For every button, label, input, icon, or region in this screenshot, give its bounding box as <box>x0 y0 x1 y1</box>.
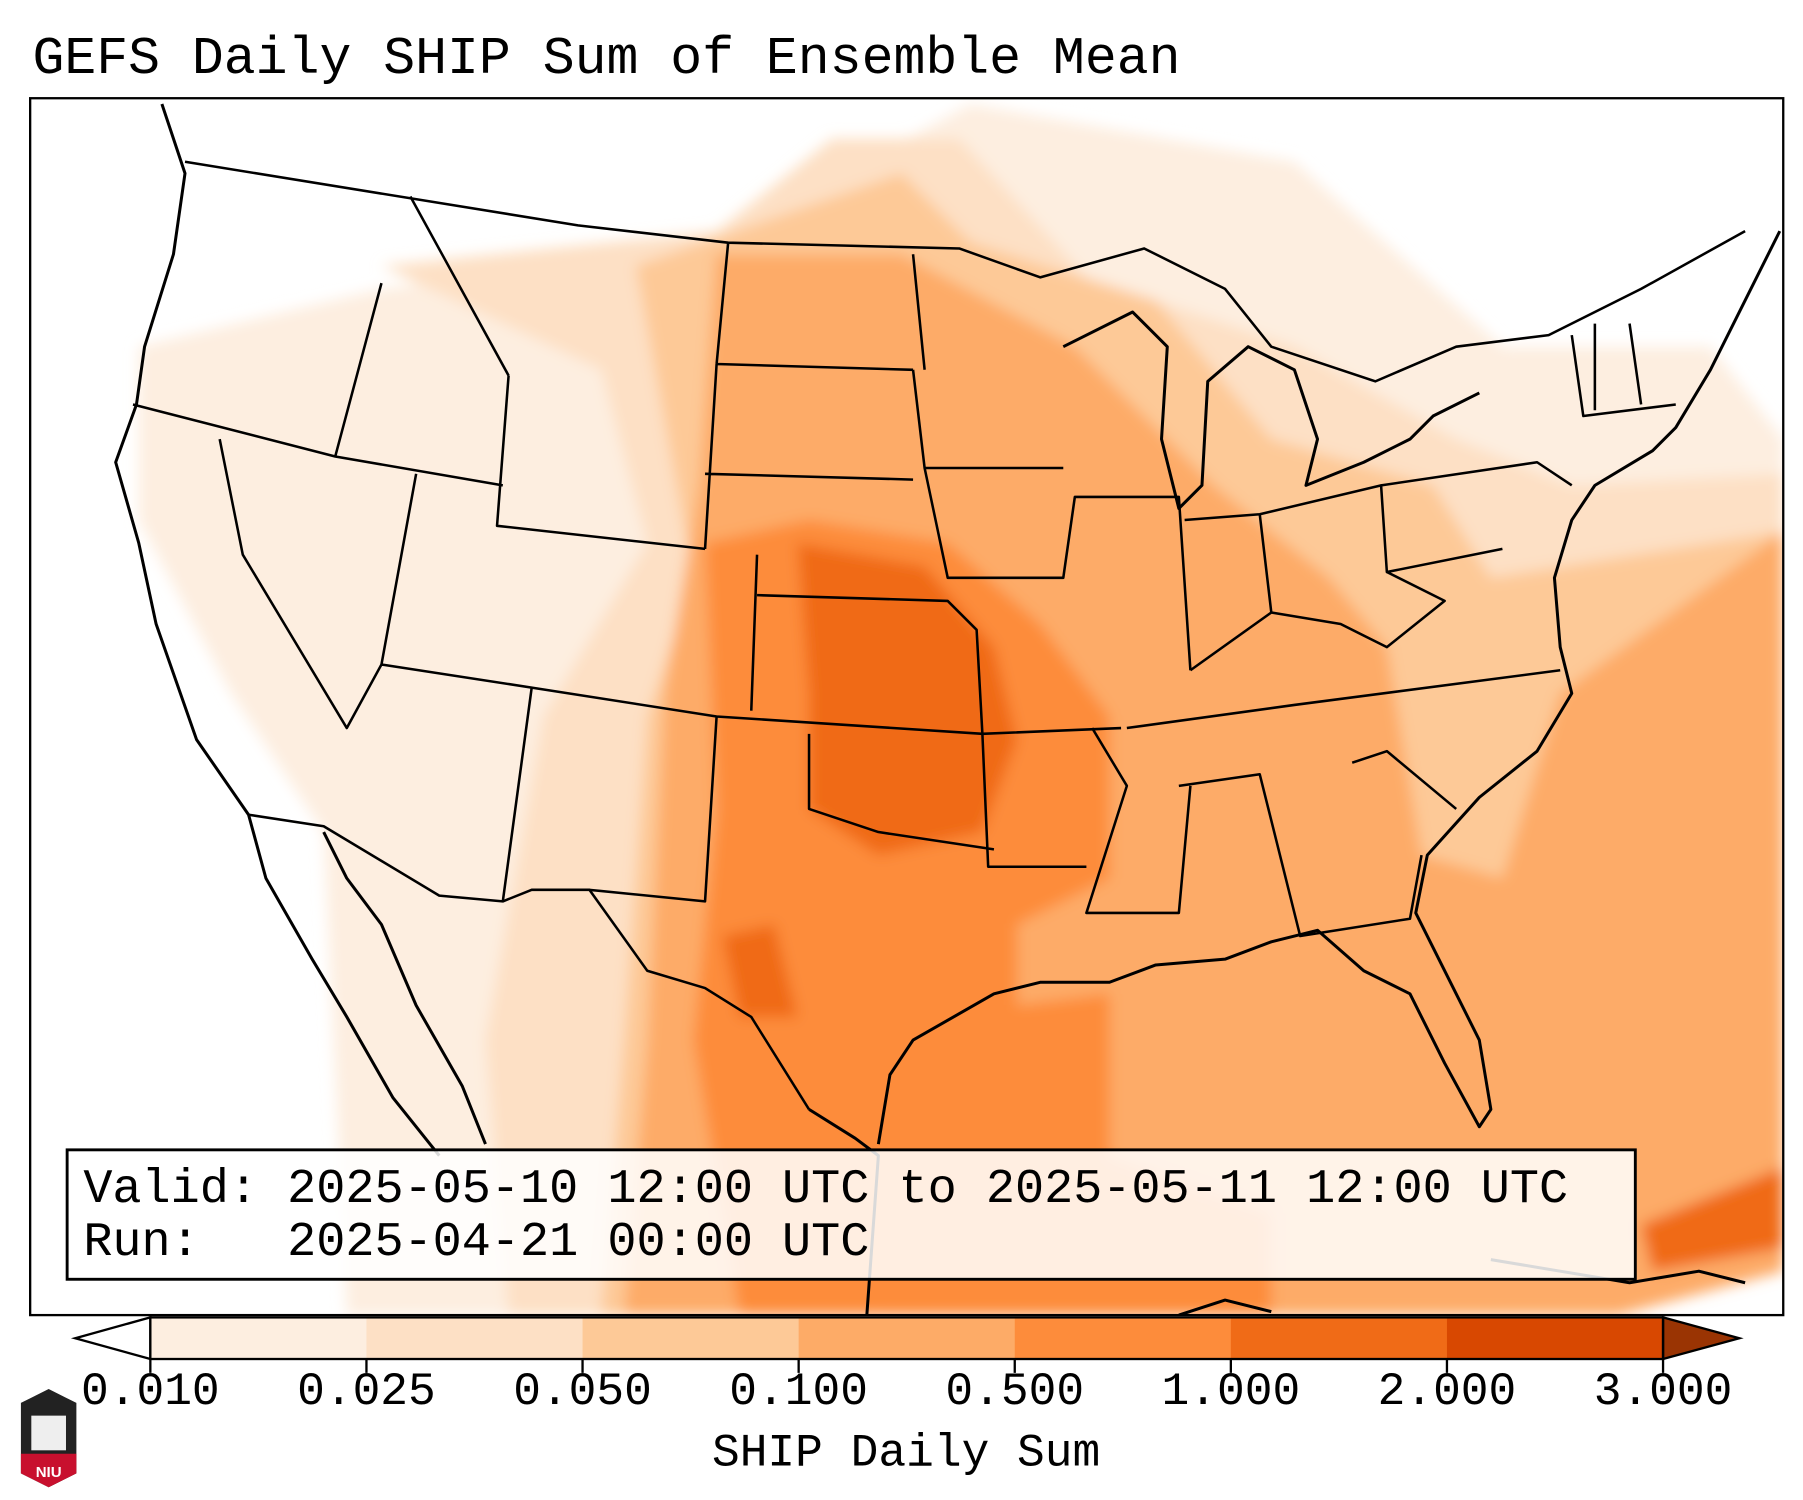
field-level-6b <box>722 924 798 1017</box>
niu-logo: NIU <box>20 1389 77 1488</box>
colorbar-bin <box>366 1317 584 1360</box>
info-box: Valid: 2025-05-10 12:00 UTC to 2025-05-1… <box>65 1148 1637 1281</box>
coastlines <box>114 103 1782 1316</box>
colorbar-tick-label: 0.050 <box>513 1366 652 1418</box>
map-frame <box>29 97 1785 1317</box>
state-lines-west <box>132 195 1122 903</box>
field-level-6 <box>797 543 1018 856</box>
valid-time-text: Valid: 2025-05-10 12:00 UTC to 2025-05-1… <box>83 1162 1568 1217</box>
colorbar-bin <box>1014 1317 1232 1360</box>
mexico-border <box>248 813 811 1111</box>
colorbar-tick-label: 2.000 <box>1378 1366 1517 1418</box>
colorbar-bin <box>798 1317 1016 1360</box>
colorbar-over-extension <box>1661 1315 1744 1361</box>
figure-title: GEFS Daily SHIP Sum of Ensemble Mean <box>32 29 1180 89</box>
colorbar-label: SHIP Daily Sum <box>712 1427 1100 1479</box>
logo-text: NIU <box>36 1464 62 1481</box>
state-lines-east <box>1189 323 1676 810</box>
colorbar-tick-label: 3.000 <box>1594 1366 1733 1418</box>
run-time-text: Run: 2025-04-21 00:00 UTC <box>83 1215 869 1270</box>
colorbar-bin <box>150 1317 368 1360</box>
colorbar-tick-label: 0.025 <box>297 1366 436 1418</box>
colorbar-tick-label: 0.500 <box>945 1366 1084 1418</box>
colorbar-tick-label: 1.000 <box>1162 1366 1301 1418</box>
colorbar-bin <box>582 1317 800 1360</box>
colorbar-tick-label: 0.100 <box>729 1366 868 1418</box>
great-lakes <box>1062 310 1480 510</box>
colorbar-under-extension <box>70 1315 152 1361</box>
state-lines-central <box>757 254 1561 938</box>
colorbar-bin <box>1230 1317 1448 1360</box>
colorbar-tick-label: 0.010 <box>81 1366 220 1418</box>
map-panel <box>30 98 1784 1316</box>
borders <box>132 160 1746 1111</box>
colorbar-bin <box>1446 1317 1664 1360</box>
field-level-6c <box>1641 1167 1784 1272</box>
us-coastline <box>114 103 1782 1157</box>
colorbar: 0.010 0.025 0.050 0.100 0.500 1.000 2.000 3.000… <box>70 1315 1744 1479</box>
